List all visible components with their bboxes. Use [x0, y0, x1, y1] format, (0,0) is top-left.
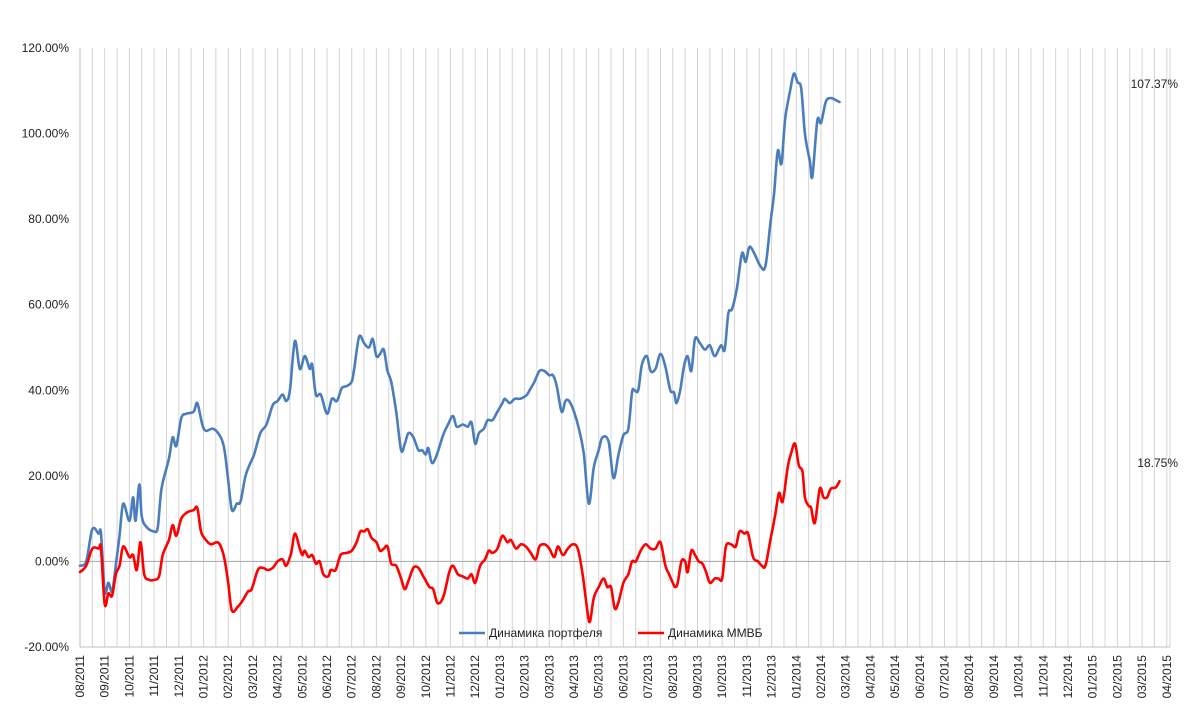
x-tick-label: 04/2015	[1160, 655, 1174, 699]
x-tick-label: 01/2013	[493, 655, 507, 699]
x-tick-label: 12/2013	[765, 655, 779, 699]
y-tick-label: 20.00%	[28, 469, 69, 483]
x-tick-label: 02/2015	[1110, 655, 1124, 699]
index-end-label: 18.75%	[1137, 456, 1178, 470]
legend-label-index: Динамика ММВБ	[668, 626, 763, 640]
x-tick-label: 04/2014	[863, 655, 877, 699]
x-tick-label: 04/2012	[271, 655, 285, 699]
x-tick-label: 12/2014	[1061, 655, 1075, 699]
x-tick-label: 11/2013	[740, 655, 754, 698]
x-tick-label: 09/2014	[987, 655, 1001, 699]
x-tick-label: 01/2012	[197, 655, 211, 699]
y-tick-label: 100.00%	[22, 127, 70, 141]
x-tick-label: 08/2011	[73, 655, 87, 698]
portfolio-series-line	[78, 72, 841, 595]
x-tick-label: 08/2014	[962, 655, 976, 699]
x-tick-label: 11/2011	[147, 655, 161, 697]
x-tick-label: 07/2012	[345, 655, 359, 699]
legend: Динамика портфеля Динамика ММВБ	[459, 626, 763, 640]
x-tick-label: 08/2013	[666, 655, 680, 699]
x-tick-label: 03/2012	[246, 655, 260, 699]
x-tick-label: 03/2015	[1135, 655, 1149, 699]
index-series-line	[78, 442, 841, 624]
x-tick-label: 12/2012	[468, 655, 482, 699]
y-tick-label: -20.00%	[24, 640, 69, 654]
x-tick-label: 01/2015	[1086, 655, 1100, 699]
x-tick-label: 05/2012	[295, 655, 309, 699]
y-tick-label: 80.00%	[28, 212, 69, 226]
grid	[79, 48, 1171, 648]
x-tick-label: 05/2014	[888, 655, 902, 699]
y-axis: -20.00% 0.00% 20.00% 40.00% 60.00% 80.00% 100.…	[22, 41, 70, 654]
x-tick-label: 06/2014	[913, 655, 927, 699]
x-tick-label: 08/2012	[369, 655, 383, 699]
x-tick-label: 04/2013	[567, 655, 581, 699]
x-tick-label: 07/2014	[938, 655, 952, 699]
x-tick-label: 01/2014	[789, 655, 803, 699]
legend-label-portfolio: Динамика портфеля	[489, 626, 602, 640]
x-tick-label: 02/2014	[814, 655, 828, 699]
x-tick-label: 10/2014	[1012, 655, 1026, 699]
x-tick-label: 09/2013	[691, 655, 705, 699]
x-tick-label: 06/2012	[320, 655, 334, 699]
x-tick-label: 10/2012	[419, 655, 433, 699]
x-tick-label: 09/2011	[98, 655, 112, 698]
end-labels: 107.37% 18.75%	[1131, 77, 1179, 470]
y-tick-label: 40.00%	[28, 383, 69, 397]
x-tick-label: 05/2013	[592, 655, 606, 699]
x-tick-label: 10/2011	[122, 655, 136, 698]
y-tick-label: 60.00%	[28, 298, 69, 312]
x-tick-label: 03/2014	[839, 655, 853, 699]
x-tick-label: 10/2013	[715, 655, 729, 699]
y-tick-label: 0.00%	[35, 554, 69, 568]
x-tick-label: 11/2014	[1036, 655, 1050, 698]
x-tick-label: 03/2013	[542, 655, 556, 699]
x-tick-label: 07/2013	[641, 655, 655, 699]
x-axis: 08/2011 09/2011 10/2011 11/2011 12/2011 01/20…	[73, 655, 1174, 699]
x-tick-label: 02/2013	[518, 655, 532, 699]
y-tick-label: 120.00%	[22, 41, 70, 55]
x-tick-label: 06/2013	[616, 655, 630, 699]
portfolio-end-label: 107.37%	[1131, 77, 1179, 91]
series-lines	[78, 72, 841, 624]
x-tick-label: 09/2012	[394, 655, 408, 699]
x-tick-label: 02/2012	[221, 655, 235, 699]
x-tick-label: 12/2011	[172, 655, 186, 698]
x-tick-label: 11/2012	[444, 655, 458, 698]
